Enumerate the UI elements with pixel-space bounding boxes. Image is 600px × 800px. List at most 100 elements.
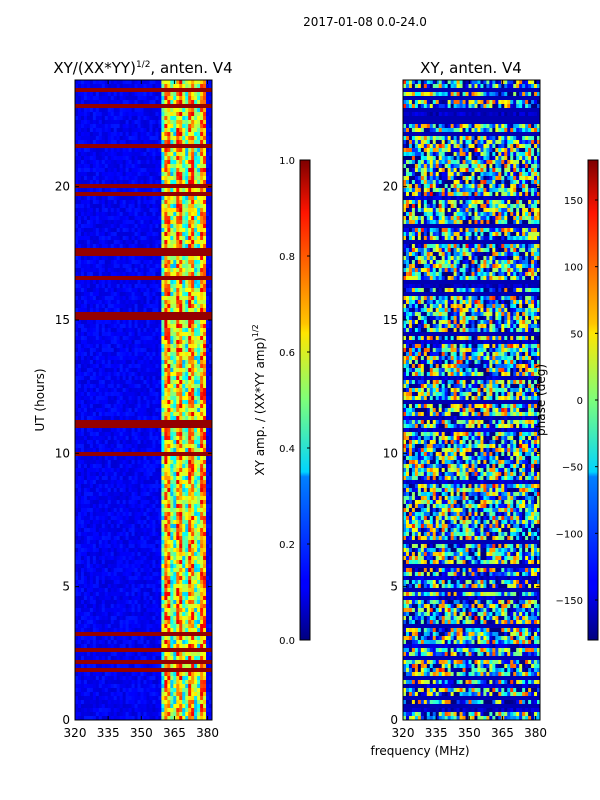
heatmap-cell	[122, 492, 127, 497]
heatmap-cell	[176, 80, 180, 85]
heatmap-cell	[125, 96, 130, 101]
heatmap-cell	[158, 244, 162, 249]
heatmap-cell	[80, 300, 85, 305]
heatmap-cell	[194, 432, 198, 437]
heatmap-cell	[161, 348, 165, 353]
heatmap-cell	[167, 384, 171, 389]
heatmap-cell	[128, 484, 132, 489]
heatmap-cell	[134, 152, 138, 157]
heatmap-cell	[92, 464, 97, 469]
heatmap-cell	[107, 508, 112, 513]
heatmap-cell	[80, 200, 85, 205]
heatmap-cell	[98, 228, 103, 233]
heatmap-cell	[182, 168, 186, 173]
heatmap-cell	[155, 248, 159, 253]
heatmap-cell	[197, 116, 201, 121]
heatmap-cell	[131, 444, 135, 449]
heatmap-cell	[152, 192, 156, 197]
heatmap-cell	[131, 200, 135, 205]
heatmap-cell	[140, 252, 144, 257]
heatmap-cell	[137, 248, 141, 253]
heatmap-cell	[110, 384, 115, 389]
heatmap-cell	[128, 228, 132, 233]
heatmap-cell	[122, 164, 127, 169]
heatmap-cell	[122, 248, 127, 253]
heatmap-cell	[164, 460, 168, 465]
heatmap-cell	[98, 216, 103, 221]
heatmap-cell	[119, 464, 124, 469]
heatmap-cell	[197, 212, 201, 217]
heatmap-cell	[95, 392, 100, 397]
heatmap-cell	[176, 308, 180, 313]
heatmap-cell	[101, 152, 106, 157]
heatmap-cell	[206, 244, 210, 249]
heatmap-cell	[95, 416, 100, 421]
heatmap-cell	[125, 440, 130, 445]
heatmap-cell	[194, 336, 198, 341]
heatmap-cell	[146, 144, 150, 149]
heatmap-cell	[80, 164, 85, 169]
heatmap-cell	[176, 396, 180, 401]
heatmap-cell	[182, 268, 186, 273]
heatmap-cell	[131, 168, 135, 173]
heatmap-cell	[155, 104, 159, 109]
heatmap-cell	[101, 116, 106, 121]
heatmap-cell	[134, 80, 138, 85]
heatmap-cell	[203, 464, 207, 469]
heatmap-cell	[158, 440, 162, 445]
heatmap-cell	[185, 92, 189, 97]
heatmap-cell	[86, 428, 91, 433]
heatmap-cell	[179, 372, 183, 377]
heatmap-cell	[158, 220, 162, 225]
heatmap-cell	[131, 252, 135, 257]
heatmap-cell	[191, 284, 195, 289]
heatmap-cell	[197, 324, 201, 329]
heatmap-cell	[140, 212, 144, 217]
heatmap-cell	[134, 464, 138, 469]
heatmap-cell	[200, 140, 204, 145]
heatmap-cell	[152, 468, 156, 473]
heatmap-cell	[176, 236, 180, 241]
heatmap-cell	[173, 428, 177, 433]
heatmap-cell	[110, 84, 115, 89]
heatmap-cell	[104, 392, 109, 397]
heatmap-cell	[98, 96, 103, 101]
heatmap-cell	[80, 176, 85, 181]
heatmap-cell	[164, 144, 168, 149]
heatmap-cell	[191, 360, 195, 365]
heatmap-cell	[86, 200, 91, 205]
heatmap-cell	[104, 192, 109, 197]
heatmap-cell	[77, 444, 82, 449]
heatmap-cell	[176, 188, 180, 193]
heatmap-cell	[110, 380, 115, 385]
heatmap-cell	[179, 316, 183, 321]
heatmap-cell	[158, 200, 162, 205]
heatmap-cell	[179, 504, 183, 509]
heatmap-cell	[95, 332, 100, 337]
heatmap-cell	[197, 208, 201, 213]
heatmap-cell	[113, 216, 118, 221]
heatmap-cell	[140, 432, 144, 437]
heatmap-cell	[173, 488, 177, 493]
heatmap-cell	[188, 360, 192, 365]
heatmap-cell	[200, 392, 204, 397]
heatmap-cell	[185, 284, 189, 289]
heatmap-cell	[167, 260, 171, 265]
heatmap-cell	[98, 464, 103, 469]
heatmap-cell	[140, 352, 144, 357]
heatmap-cell	[128, 160, 132, 165]
heatmap-cell	[122, 444, 127, 449]
heatmap-cell	[107, 300, 112, 305]
heatmap-cell	[152, 176, 156, 181]
heatmap-cell	[152, 352, 156, 357]
heatmap-cell	[203, 188, 207, 193]
heatmap-cell	[167, 508, 171, 513]
heatmap-cell	[116, 320, 121, 325]
heatmap-cell	[113, 504, 118, 509]
heatmap-cell	[89, 260, 94, 265]
heatmap-cell	[176, 264, 180, 269]
heatmap-cell	[75, 344, 79, 349]
heatmap-cell	[209, 308, 213, 313]
heatmap-cell	[200, 360, 204, 365]
heatmap-cell	[134, 272, 138, 277]
